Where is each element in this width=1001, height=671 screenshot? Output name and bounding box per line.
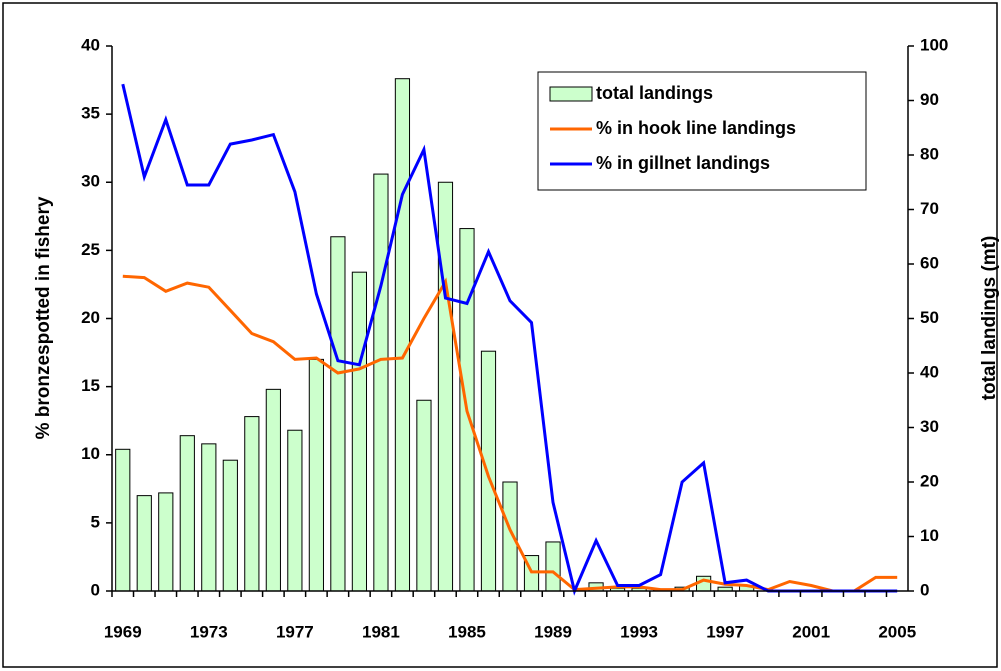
bar [265,388,281,592]
legend-box [537,71,867,191]
x-tick-label: 1997 [706,622,744,641]
y2-tick-label: 100 [920,35,948,54]
legend-label: % in gillnet landings [596,153,770,173]
bar [115,448,131,592]
y2-axis-label: total landings (mt) [979,236,1000,401]
y-tick-label: 15 [81,376,100,395]
x-tick-label: 1977 [276,622,314,641]
bar [351,271,368,592]
y2-tick-label: 30 [920,417,939,436]
y2-tick-label: 20 [920,471,939,490]
y-tick-label: 0 [91,580,100,599]
x-tick-label: 1973 [190,622,228,641]
bar [394,78,411,592]
bar [330,236,346,592]
x-tick-label: 1989 [534,622,572,641]
legend-label: total landings [596,83,713,103]
legend-swatch [549,86,593,102]
bar [179,435,195,592]
y2-tick-label: 40 [920,362,939,381]
y-tick-label: 30 [81,172,100,191]
x-tick-label: 2001 [792,622,830,641]
x-tick-label: 1969 [104,622,142,641]
y-tick-label: 35 [81,104,100,123]
y-tick-label: 5 [91,512,100,531]
bar [222,459,238,592]
bar [545,541,561,592]
y2-tick-label: 70 [920,199,939,218]
y-axis-label: % bronzespotted in fishery [33,196,54,439]
y2-tick-label: 10 [920,526,939,545]
y-tick-label: 10 [81,444,100,463]
bar [244,416,260,592]
bar [136,495,152,592]
bar [201,443,217,592]
legend-label: % in hook line landings [596,118,796,138]
y-tick-label: 20 [81,308,100,327]
y2-tick-label: 60 [920,253,939,272]
y2-tick-label: 90 [920,90,939,109]
y-tick-label: 40 [81,35,100,54]
y2-tick-label: 0 [920,580,929,599]
bar [416,399,432,592]
x-tick-label: 1993 [620,622,658,641]
bar [158,492,174,592]
x-tick-label: 1985 [448,622,486,641]
x-tick-label: 2005 [878,622,916,641]
bar [480,350,497,592]
y2-tick-label: 80 [920,144,939,163]
bar [437,181,454,592]
bar [287,429,303,592]
y-tick-label: 25 [81,240,100,259]
bar [308,358,324,592]
bar [373,173,389,592]
y2-tick-label: 50 [920,308,939,327]
x-tick-label: 1981 [362,622,400,641]
